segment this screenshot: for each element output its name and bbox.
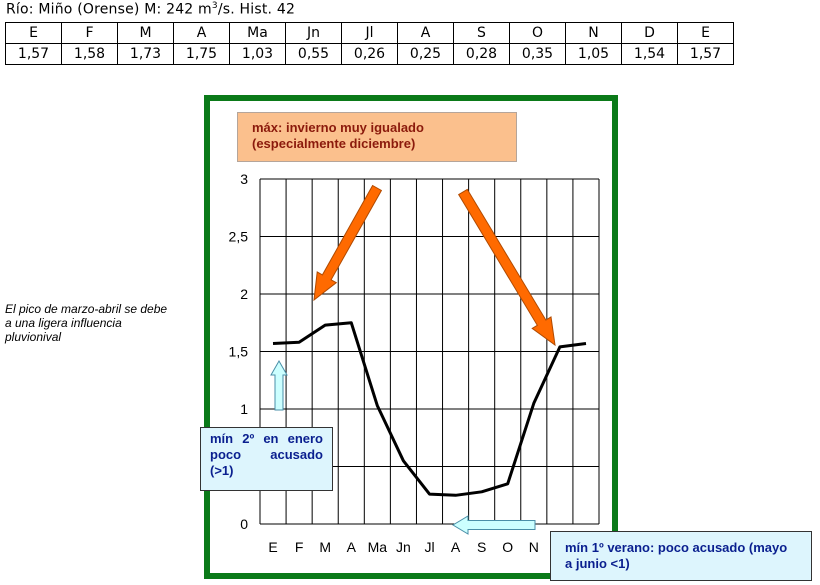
table-cell-value: 0,26 xyxy=(341,43,398,65)
arrow-min-2 xyxy=(270,359,288,411)
x-tick-label: Jl xyxy=(424,539,434,555)
y-tick-label: 3 xyxy=(240,171,248,187)
table-cell-value: 1,73 xyxy=(117,43,174,65)
table-cell-value: 0,55 xyxy=(285,43,342,65)
x-tick-label: Jn xyxy=(396,539,411,555)
river-label: Río: Miño (Orense) M: 242 m xyxy=(6,1,212,18)
table-cell-value: 1,57 xyxy=(677,43,734,65)
table-row-values: 1,57 1,58 1,73 1,75 1,03 0,55 0,26 0,25 0,28 0,35… xyxy=(5,43,734,65)
table-cell-month: Jn xyxy=(285,22,342,44)
unit-exponent: 3 xyxy=(211,1,218,11)
table-cell-value: 1,57 xyxy=(5,43,62,65)
arrow-max-right xyxy=(458,188,556,347)
y-tick-label: 1 xyxy=(240,401,248,417)
title-suffix: /s. Hist. 42 xyxy=(217,1,296,18)
monthly-flow-table: E F M A Ma Jn Jl A S O N D E 1,57 1,58 1,73 1,75 1,03 0,5… xyxy=(5,22,734,65)
x-tick-label: M xyxy=(319,539,331,555)
table-cell-value: 1,58 xyxy=(61,43,118,65)
x-tick-label: A xyxy=(451,539,461,555)
annotation-arrows xyxy=(270,184,556,535)
x-tick-label: E xyxy=(268,539,277,555)
series-line xyxy=(272,321,587,497)
side-note: El pico de marzo-abril se debe a una lig… xyxy=(5,302,168,344)
callout-min-1: mín 1º verano: poco acusado (mayo a juni… xyxy=(550,531,812,581)
chart-title: Río: Miño (Orense) M: 242 m3/s. Hist. 42 xyxy=(6,1,295,18)
y-tick-label: 1,5 xyxy=(229,344,249,360)
y-tick-label: 2,5 xyxy=(229,229,249,245)
y-tick-label: 2 xyxy=(240,286,248,302)
x-tick-label: Ma xyxy=(368,539,388,555)
y-tick-label: 0 xyxy=(240,516,248,532)
callout-max: máx: invierno muy igualado (especialment… xyxy=(237,112,517,162)
chart-grid xyxy=(259,178,600,525)
x-tick-label: N xyxy=(529,539,539,555)
x-tick-label: A xyxy=(347,539,357,555)
arrow-max-left xyxy=(313,184,383,302)
callout-min-2: mín 2º en enero poco acusado (>1) xyxy=(200,427,333,491)
x-tick-label: F xyxy=(295,539,304,555)
x-tick-label: O xyxy=(502,539,513,555)
arrow-min-1 xyxy=(452,515,536,535)
x-tick-label: S xyxy=(477,539,486,555)
table-cell-value: 1,75 xyxy=(173,43,230,65)
